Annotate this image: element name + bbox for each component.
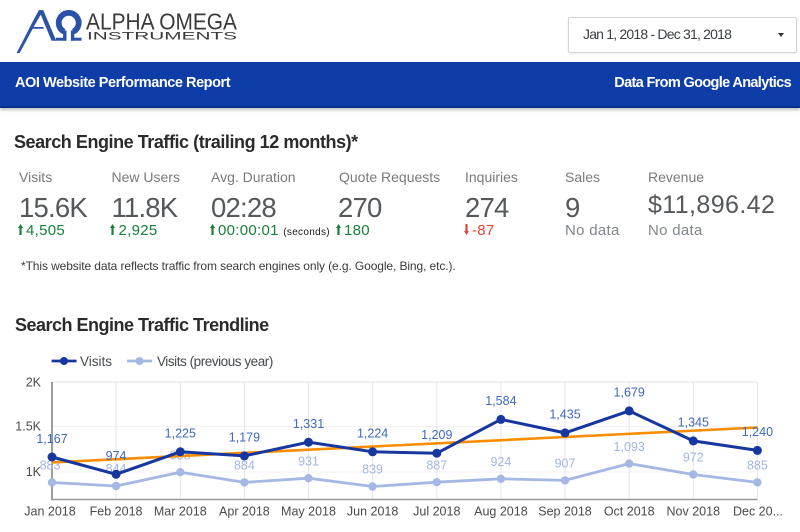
svg-text:Jun 2018: Jun 2018	[347, 505, 398, 519]
svg-text:1,345: 1,345	[678, 416, 709, 430]
svg-text:Mar 2018: Mar 2018	[154, 505, 207, 519]
svg-text:884: 884	[234, 459, 255, 473]
svg-text:1,093: 1,093	[614, 440, 645, 454]
svg-text:Visits (previous year): Visits (previous year)	[157, 354, 273, 369]
svg-text:1,224: 1,224	[357, 427, 388, 441]
svg-text:1,167: 1,167	[36, 432, 67, 446]
svg-text:839: 839	[362, 463, 383, 477]
svg-text:974: 974	[106, 449, 127, 463]
svg-text:1,435: 1,435	[549, 408, 580, 422]
svg-text:887: 887	[426, 458, 447, 472]
svg-text:Feb 2018: Feb 2018	[90, 505, 143, 519]
svg-text:ALPHA OMEGA: ALPHA OMEGA	[86, 9, 238, 35]
svg-text:Oct 2018: Oct 2018	[604, 505, 655, 519]
svg-text:972: 972	[683, 451, 704, 465]
svg-text:2K: 2K	[26, 375, 42, 389]
svg-text:Nov 2018: Nov 2018	[667, 505, 721, 519]
svg-text:Jul 2018: Jul 2018	[413, 505, 460, 519]
svg-text:1,179: 1,179	[229, 431, 260, 445]
svg-text:1,679: 1,679	[614, 386, 645, 400]
svg-text:1,225: 1,225	[165, 427, 196, 441]
svg-text:Dec 20...: Dec 20...	[733, 505, 783, 519]
svg-text:1.5K: 1.5K	[15, 420, 41, 434]
svg-text:1,240: 1,240	[742, 425, 773, 439]
svg-text:Apr 2018: Apr 2018	[219, 505, 270, 519]
svg-text:Aug 2018: Aug 2018	[474, 505, 528, 519]
svg-text:1K: 1K	[26, 465, 42, 479]
svg-text:924: 924	[490, 455, 511, 469]
svg-text:May 2018: May 2018	[281, 505, 336, 519]
svg-text:Visits: Visits	[80, 354, 112, 369]
svg-text:Sep 2018: Sep 2018	[538, 505, 592, 519]
svg-text:1,584: 1,584	[485, 394, 516, 408]
svg-text:Jan 2018: Jan 2018	[24, 505, 75, 519]
svg-text:907: 907	[555, 457, 576, 471]
svg-text:1,331: 1,331	[293, 417, 324, 431]
svg-text:1,209: 1,209	[421, 428, 452, 442]
svg-text:931: 931	[298, 454, 319, 468]
svg-text:885: 885	[747, 459, 768, 473]
svg-text:INSTRUMENTS: INSTRUMENTS	[87, 31, 237, 43]
